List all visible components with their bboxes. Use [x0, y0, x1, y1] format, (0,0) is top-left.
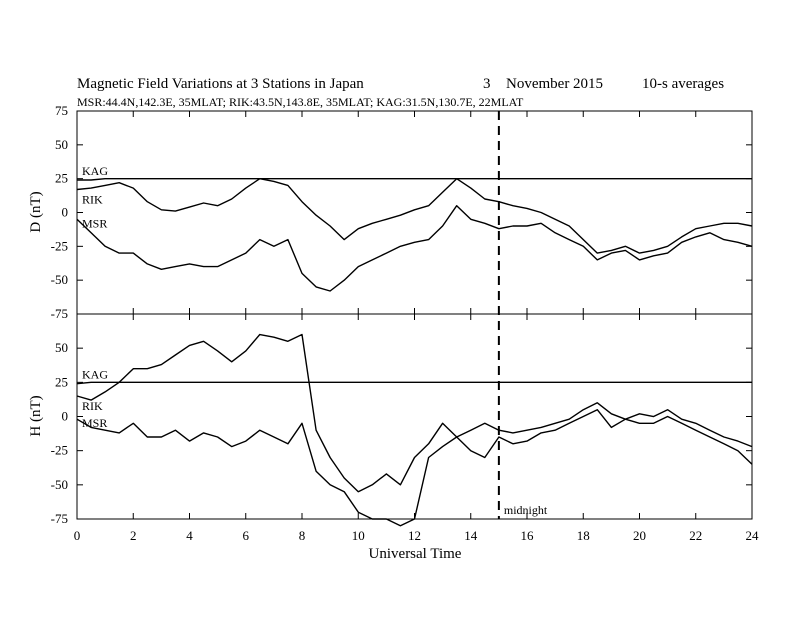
series-labels: KAG RIK MSR KAG RIK MSR	[82, 164, 108, 430]
h-ytick-label: -50	[51, 477, 68, 492]
d-series-msr-line	[76, 205, 753, 292]
d-ytick-label: 75	[55, 103, 68, 118]
chart-subtitle: MSR:44.4N,142.3E, 35MLAT; RIK:43.5N,143.…	[77, 95, 524, 109]
x-tick-label: 14	[464, 528, 478, 543]
x-tick-label: 0	[74, 528, 81, 543]
h-series-label-msr: MSR	[82, 416, 107, 430]
chart-title: Magnetic Field Variations at 3 Stations …	[77, 76, 364, 92]
chart-date-day: 3	[483, 76, 491, 92]
d-series-label-rik: RIK	[82, 192, 103, 206]
x-tick-label: 18	[577, 528, 590, 543]
d-ytick-label: -25	[51, 238, 68, 253]
d-ytick-label: -50	[51, 272, 68, 287]
x-tick-label: 20	[633, 528, 646, 543]
h-panel-ylabel: H (nT)	[28, 395, 44, 436]
h-panel-series	[76, 333, 753, 527]
x-tick-label: 6	[243, 528, 250, 543]
x-axis-label: Universal Time	[369, 546, 462, 562]
h-ytick-label: 50	[55, 340, 68, 355]
d-series-label-msr: MSR	[82, 216, 107, 230]
chart-averaging: 10-s averages	[642, 76, 724, 92]
chart-date-month-year: November 2015	[506, 76, 603, 92]
h-ytick-label: 25	[55, 374, 68, 389]
midnight-annotation: midnight	[504, 503, 548, 517]
h-series-label-kag: KAG	[82, 368, 108, 382]
d-ytick-label: 50	[55, 137, 68, 152]
x-tick-label: 10	[352, 528, 365, 543]
d-ytick-label: 25	[55, 171, 68, 186]
d-series-kag-line	[77, 178, 752, 181]
d-panel-ticks: 75 50 25 0 -25 -50 -75	[51, 103, 752, 321]
h-ytick-label: -25	[51, 443, 68, 458]
d-panel-ylabel: D (nT)	[28, 191, 44, 232]
d-series-label-kag: KAG	[82, 164, 108, 178]
d-ytick-label: -75	[51, 306, 68, 321]
h-series-msr-line	[76, 409, 753, 527]
h-series-rik-line	[76, 333, 753, 493]
x-axis-ticks: 0 2 4 6 8 10 12 14 16 18 20 22 24	[74, 111, 759, 543]
d-series-rik-line	[76, 178, 753, 254]
h-series-kag-line	[76, 381, 752, 385]
x-tick-label: 24	[746, 528, 760, 543]
h-panel-ticks: 50 25 0 -25 -50 -75	[51, 340, 752, 526]
h-ytick-label: -75	[51, 511, 68, 526]
x-tick-label: 12	[408, 528, 421, 543]
d-panel-frame	[76, 110, 753, 315]
x-tick-label: 16	[521, 528, 535, 543]
x-tick-label: 8	[299, 528, 306, 543]
x-tick-label: 2	[130, 528, 137, 543]
d-ytick-label: 0	[62, 205, 69, 220]
h-series-label-rik: RIK	[82, 399, 103, 413]
h-ytick-label: 0	[62, 409, 69, 424]
x-tick-label: 4	[186, 528, 193, 543]
d-panel-series	[76, 178, 753, 292]
x-tick-label: 22	[689, 528, 702, 543]
